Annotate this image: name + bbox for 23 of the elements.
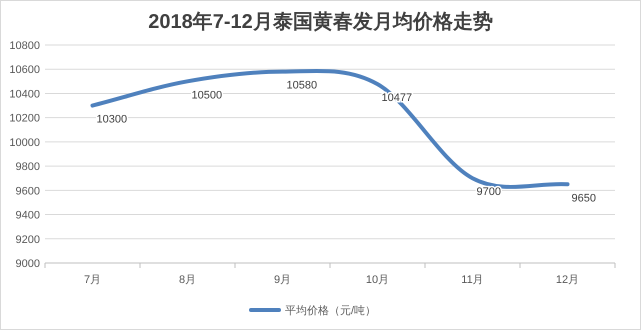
chart-title: 2018年7-12月泰国黄春发月均价格走势 bbox=[148, 11, 493, 33]
x-tick-label: 8月 bbox=[178, 274, 196, 286]
y-tick-label: 9800 bbox=[16, 161, 40, 174]
x-tick-label: 7月 bbox=[84, 274, 102, 286]
y-tick-label: 10800 bbox=[9, 40, 40, 52]
y-tick-label: 9400 bbox=[16, 210, 40, 222]
data-label: 9700 bbox=[476, 186, 501, 198]
y-tick-label: 9200 bbox=[16, 234, 40, 246]
y-tick-label: 9600 bbox=[16, 185, 40, 198]
data-label: 10300 bbox=[96, 114, 128, 126]
y-tick-label: 10200 bbox=[9, 112, 40, 125]
y-tick-label: 10000 bbox=[9, 136, 40, 149]
data-label: 10580 bbox=[286, 80, 318, 92]
legend-label: 平均价格（元/吨） bbox=[285, 304, 376, 317]
x-tick-label: 9月 bbox=[274, 274, 292, 286]
y-tick-label: 10600 bbox=[9, 64, 40, 76]
x-tick-label: 11月 bbox=[461, 274, 484, 286]
y-tick-label: 9000 bbox=[16, 258, 40, 270]
data-label: 10500 bbox=[192, 89, 222, 102]
y-tick-label: 10400 bbox=[9, 88, 40, 100]
x-tick-label: 12月 bbox=[556, 274, 580, 286]
x-tick-label: 10月 bbox=[366, 274, 390, 286]
data-label: 9650 bbox=[572, 192, 596, 204]
